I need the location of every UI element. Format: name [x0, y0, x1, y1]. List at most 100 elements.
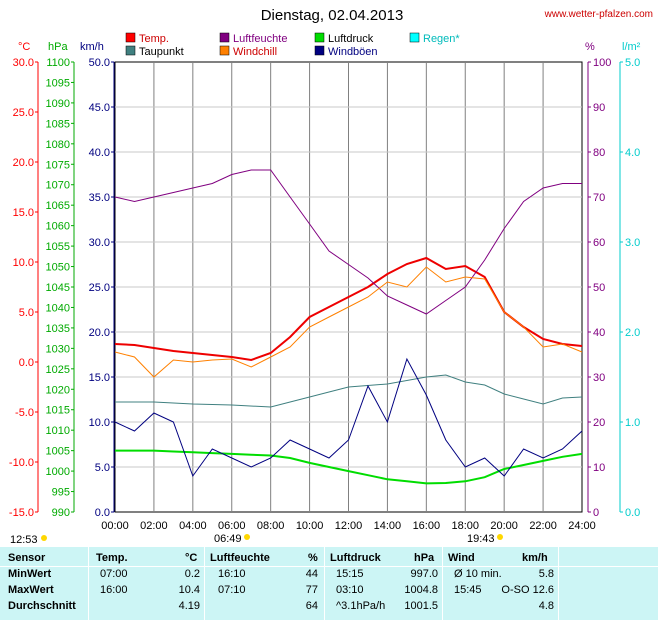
tick-label-pressure: 1005 — [46, 446, 70, 458]
table-header-row: Sensor Temp. °C Luftfeuchte % Luftdruck … — [0, 550, 658, 566]
x-tick-label: 04:00 — [179, 520, 207, 532]
tick-label-temp: 15.0 — [13, 207, 34, 219]
tick-label-pressure: 1060 — [46, 221, 70, 233]
x-tick-label: 22:00 — [529, 520, 557, 532]
series-line-luftdruck — [115, 449, 583, 485]
weather-chart: 30.0 25.0 20.0 15.0 10.0 5.0 0.0 -5.0 -10.0 -15.0… — [9, 7, 653, 546]
legend-swatch-gusts — [314, 45, 325, 56]
cell-press-time: 15:15 — [336, 568, 364, 580]
cell-row-label: MinWert — [8, 568, 52, 580]
series-line-windben — [114, 357, 583, 478]
tick-label-pressure: 1090 — [46, 98, 70, 110]
hdr-temp-unit: °C — [185, 552, 198, 564]
tick-label-pressure: 1075 — [46, 159, 70, 171]
cell-hum-time: 16:10 — [218, 568, 246, 580]
hdr-press-unit: hPa — [414, 552, 435, 564]
sunrise-prev-label: 12:53 — [10, 534, 38, 546]
tick-label-humidity: 30 — [593, 372, 605, 384]
tick-label-temp: 20.0 — [13, 157, 34, 169]
tick-label-pressure: 1035 — [46, 323, 70, 335]
cell-row-label: MaxWert — [8, 584, 54, 596]
legend-label-dewpoint: Taupunkt — [139, 46, 184, 58]
legend-label-rain: Regen* — [423, 33, 460, 45]
tick-label-wind: 20.0 — [89, 327, 110, 339]
series-line-windchill — [114, 266, 583, 378]
hdr-temp: Temp. — [96, 552, 128, 564]
cell-wind-time: 15:45 — [454, 584, 482, 596]
x-tick-label: 10:00 — [296, 520, 324, 532]
tick-label-wind: 25.0 — [89, 282, 110, 294]
x-tick-label: 12:00 — [335, 520, 363, 532]
tick-label-temp: 0.0 — [19, 357, 34, 369]
cell-press-value: 997.0 — [410, 568, 438, 580]
legend-label-temp: Temp. — [139, 33, 169, 45]
cell-hum-value: 44 — [305, 568, 318, 580]
legend: Temp. Luftfeuchte Luftdruck Regen* Taupu… — [125, 32, 460, 58]
tick-label-wind: 10.0 — [89, 417, 110, 429]
tick-label-rain: 2.0 — [625, 327, 640, 339]
tick-label-wind: 35.0 — [89, 192, 110, 204]
tick-label-pressure: 1000 — [46, 466, 70, 478]
table-col-divider — [88, 547, 89, 620]
table-row: MaxWert 16:00 10.4 07:10 77 03:10 1004.8 15:45 O… — [0, 582, 658, 598]
cell-wind-value: 5.8 — [538, 568, 554, 580]
hdr-wind: Wind — [448, 552, 475, 564]
stats-table: Sensor Temp. °C Luftfeuchte % Luftdruck … — [0, 547, 658, 620]
series-group — [114, 169, 583, 485]
series-line-taupunkt — [115, 374, 583, 408]
sun-markers: 12:53 06:49 19:43 — [10, 533, 503, 546]
x-tick-label: 00:00 — [101, 520, 129, 532]
tick-label-humidity: 20 — [593, 417, 605, 429]
x-tick-label: 18:00 — [451, 520, 479, 532]
cell-wind-value: 4.8 — [538, 600, 554, 612]
site-link[interactable]: www.wetter-pfalzen.com — [544, 9, 653, 20]
legend-swatch-dewpoint — [125, 45, 136, 56]
cell-press-time: 03:10 — [336, 584, 364, 596]
tick-label-temp: 10.0 — [13, 257, 34, 269]
table-row-divider — [0, 566, 658, 567]
cell-hum-value: 77 — [305, 584, 318, 596]
tick-label-rain: 0.0 — [625, 507, 640, 519]
tick-label-temp: -15.0 — [9, 507, 34, 519]
sunrise-prev-icon — [41, 535, 47, 541]
tick-label-humidity: 70 — [593, 192, 605, 204]
tick-label-pressure: 1015 — [46, 405, 70, 417]
cell-temp-value: 10.4 — [178, 584, 200, 596]
tick-label-pressure: 995 — [52, 487, 70, 499]
legend-label-windchill: Windchill — [233, 46, 277, 58]
hdr-hum-unit: % — [308, 552, 318, 564]
tick-label-rain: 4.0 — [625, 147, 640, 159]
hdr-wind-unit: km/h — [522, 552, 548, 564]
tick-label-pressure: 990 — [52, 507, 70, 519]
legend-label-pressure: Luftdruck — [328, 33, 374, 45]
legend-swatch-pressure — [314, 32, 325, 43]
tick-label-pressure: 1095 — [46, 77, 70, 89]
legend-label-gusts: Windböen — [328, 46, 378, 58]
tick-label-humidity: 50 — [593, 282, 605, 294]
tick-label-pressure: 1020 — [46, 384, 70, 396]
tick-label-wind: 40.0 — [89, 147, 110, 159]
table-col-divider — [324, 547, 325, 620]
table-row: Durchschnitt 4.19 64 ^3.1hPa/h 1001.5 4.8 — [0, 598, 658, 614]
cell-press-value: 1001.5 — [404, 600, 438, 612]
tick-label-wind: 5.0 — [95, 462, 110, 474]
unit-temp: °C — [18, 41, 30, 53]
tick-label-pressure: 1025 — [46, 364, 70, 376]
hdr-sensor: Sensor — [8, 552, 46, 564]
table-col-divider — [558, 547, 559, 620]
x-tick-label: 20:00 — [490, 520, 518, 532]
axis-units: °C hPa km/h % l/m² — [18, 41, 641, 53]
x-tick-label: 24:00 — [568, 520, 596, 532]
tick-label-humidity: 10 — [593, 462, 605, 474]
sunrise-label: 06:49 — [214, 533, 242, 545]
cell-temp-time: 07:00 — [100, 568, 128, 580]
tick-label-wind: 30.0 — [89, 237, 110, 249]
tick-label-wind: 15.0 — [89, 372, 110, 384]
legend-swatch-humidity — [219, 32, 230, 43]
tick-label-humidity: 100 — [593, 57, 611, 69]
tick-label-pressure: 1055 — [46, 241, 70, 253]
tick-label-temp: 25.0 — [13, 107, 34, 119]
axes: 30.0 25.0 20.0 15.0 10.0 5.0 0.0 -5.0 -10.0 -15.0… — [9, 57, 640, 532]
tick-label-rain: 5.0 — [625, 57, 640, 69]
tick-label-wind: 50.0 — [89, 57, 110, 69]
